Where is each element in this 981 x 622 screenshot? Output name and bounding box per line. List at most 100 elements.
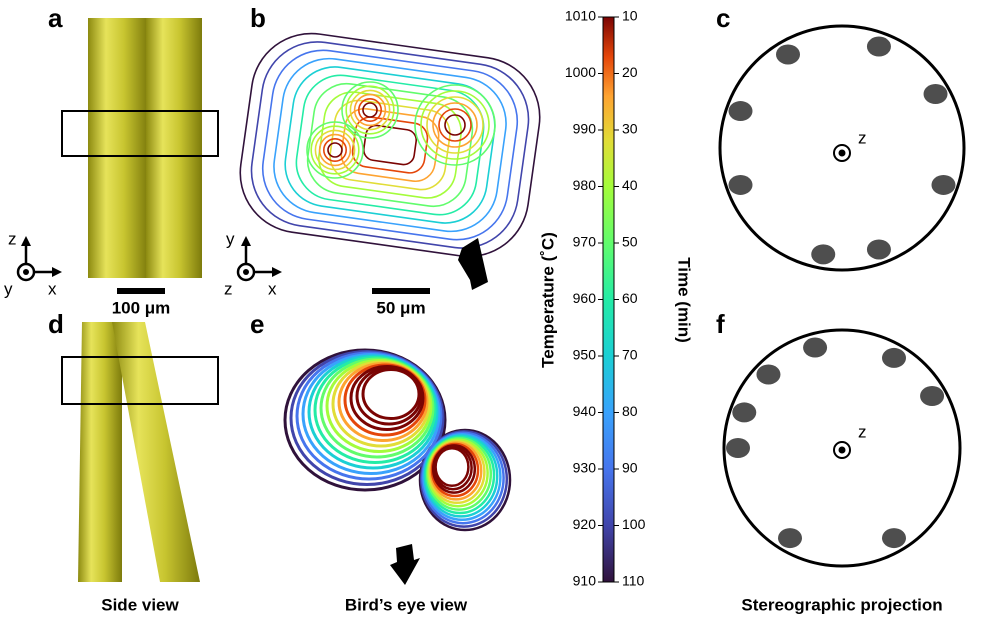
pole-cluster xyxy=(803,337,828,358)
region-box xyxy=(61,356,219,405)
ring xyxy=(434,446,470,488)
pole-cluster xyxy=(728,174,753,195)
ring xyxy=(318,133,352,167)
contour-rings xyxy=(283,348,512,532)
z-marker xyxy=(838,149,846,157)
ring xyxy=(340,107,440,183)
ring xyxy=(420,90,490,160)
ring xyxy=(322,138,347,163)
ring xyxy=(353,93,387,127)
ring xyxy=(319,357,435,459)
pole-cluster xyxy=(882,528,906,549)
tick-label: 30 xyxy=(622,121,638,137)
ring xyxy=(295,74,485,216)
panel-label: e xyxy=(250,309,264,339)
colorbar xyxy=(602,16,615,583)
z-marker xyxy=(833,144,851,162)
z-marker xyxy=(838,446,846,454)
ring xyxy=(355,366,423,426)
ring xyxy=(261,49,519,241)
temperature-label: Temperature (˚C) xyxy=(538,232,557,368)
axis-arrowheads xyxy=(21,236,282,277)
ring xyxy=(438,108,472,142)
pole-cluster xyxy=(931,174,956,195)
pole-cluster xyxy=(756,364,781,385)
ring xyxy=(295,351,443,481)
tick-label: 980 xyxy=(573,177,597,193)
ring xyxy=(432,102,478,148)
pole-cluster xyxy=(866,36,891,57)
axis-label: z xyxy=(224,279,233,298)
ring xyxy=(273,57,507,233)
caption: Bird’s eye view xyxy=(345,595,468,614)
ring xyxy=(283,348,447,492)
ring xyxy=(313,356,437,464)
tick-label: 40 xyxy=(622,177,638,193)
axis-label: y xyxy=(4,279,13,298)
axis-label: z xyxy=(8,229,17,248)
tick-label: 100 xyxy=(622,516,646,532)
arrow xyxy=(390,544,420,585)
ring xyxy=(349,89,391,131)
ring xyxy=(361,368,421,420)
ring xyxy=(325,359,433,453)
z-label: z xyxy=(858,422,867,441)
fiber xyxy=(88,18,148,278)
tick-label: 10 xyxy=(622,8,638,24)
tick-label: 90 xyxy=(622,460,638,476)
pole-cluster xyxy=(776,44,800,65)
scale-label: 100 μm xyxy=(112,298,171,317)
ring xyxy=(310,125,360,175)
ring xyxy=(329,99,451,191)
colorbar-ticks: 1010 1000 990 980 970 960 950 940 930 920 910 10 20 3… xyxy=(565,8,646,589)
fiber xyxy=(112,322,200,582)
pole-cluster xyxy=(778,528,802,549)
caption: Stereographic projection xyxy=(741,595,942,614)
ring xyxy=(301,353,441,475)
ring xyxy=(357,98,382,123)
ring xyxy=(349,365,425,431)
pole-cluster xyxy=(732,402,757,423)
contour-rings xyxy=(239,32,541,258)
ring xyxy=(250,41,530,249)
arrow xyxy=(458,238,488,290)
pole-density xyxy=(726,36,956,549)
ring xyxy=(314,129,356,171)
ring xyxy=(426,96,484,154)
panel-label: c xyxy=(716,3,730,33)
tick-label: 950 xyxy=(573,347,597,363)
tick-label: 960 xyxy=(573,290,597,306)
fiber xyxy=(78,322,122,582)
tick-label: 940 xyxy=(573,403,597,419)
fiber xyxy=(146,18,202,278)
tick-label: 930 xyxy=(573,460,597,476)
scale-bar xyxy=(372,288,430,294)
ring xyxy=(306,121,364,179)
tick-label: 910 xyxy=(573,573,597,589)
ring xyxy=(444,114,466,136)
ring xyxy=(284,66,496,224)
panel-label: b xyxy=(250,3,266,33)
z-label: z xyxy=(858,128,867,147)
ring xyxy=(331,360,431,448)
ring xyxy=(345,85,395,135)
axis-label: y xyxy=(226,229,235,248)
projection-circle xyxy=(722,328,962,568)
tick-label: 80 xyxy=(622,403,638,419)
panel-label: f xyxy=(716,309,725,339)
panel-label: d xyxy=(48,309,64,339)
tick-label: 1010 xyxy=(565,8,596,24)
tick-label: 1000 xyxy=(565,64,596,80)
tick-label: 110 xyxy=(622,573,645,589)
ring xyxy=(289,350,445,486)
tick-label: 970 xyxy=(573,234,597,250)
axis-label: x xyxy=(268,279,277,298)
ring xyxy=(351,116,429,174)
scale-bar xyxy=(117,288,165,294)
panel-label: a xyxy=(48,3,63,33)
pole-cluster xyxy=(811,244,836,265)
ring xyxy=(362,102,378,118)
pole-cluster xyxy=(866,239,891,260)
ring xyxy=(327,142,343,158)
